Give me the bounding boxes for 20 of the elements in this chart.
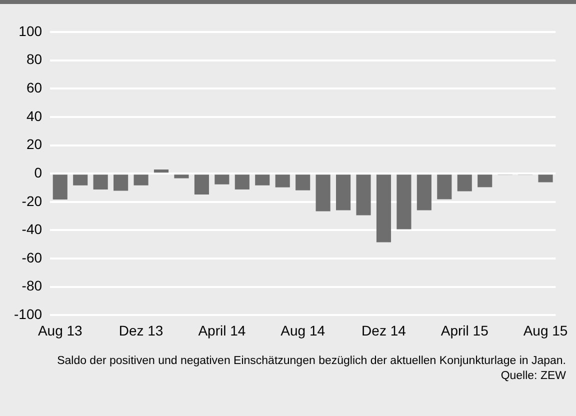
y-tick-label: -60 bbox=[22, 249, 42, 266]
x-tick-label: Dez 14 bbox=[362, 322, 406, 338]
x-tick-label: April 15 bbox=[440, 322, 489, 338]
y-tick-label: -20 bbox=[22, 192, 42, 209]
y-tick-label: -80 bbox=[22, 278, 42, 294]
x-tick-label: Aug 15 bbox=[523, 322, 568, 338]
x-tick-label: Dez 13 bbox=[118, 322, 164, 338]
y-tick-label: 60 bbox=[26, 80, 42, 96]
x-tick-label: Aug 14 bbox=[280, 322, 326, 338]
y-tick-label: 100 bbox=[18, 22, 42, 39]
y-tick-label: -100 bbox=[14, 306, 42, 322]
text: Saldo der positiven und negativen Einschätzungen bezüglich der aktuellen Konjunkturlage in Japan. bbox=[56, 354, 566, 369]
source-note: Quelle: ZEW bbox=[500, 369, 566, 384]
y-tick-label: 0 bbox=[34, 164, 42, 180]
y-tick-label: 40 bbox=[26, 108, 42, 124]
x-tick-label: April 14 bbox=[198, 322, 246, 338]
x-tick-label: Aug 13 bbox=[38, 322, 83, 338]
y-tick-label: 20 bbox=[26, 136, 42, 152]
y-tick-label: 80 bbox=[26, 51, 42, 68]
y-tick-label: -40 bbox=[22, 221, 42, 238]
